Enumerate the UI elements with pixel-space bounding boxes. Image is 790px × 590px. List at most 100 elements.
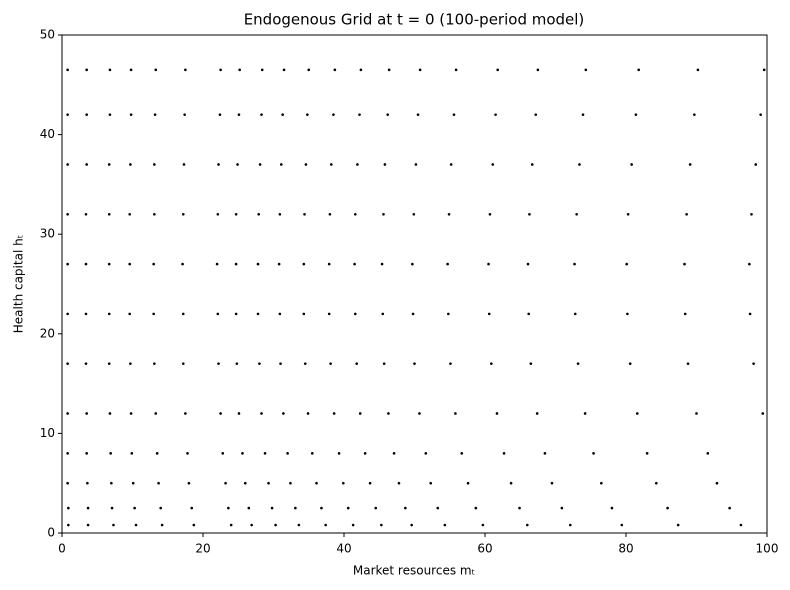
point	[270, 506, 274, 510]
point	[410, 523, 413, 527]
point	[509, 481, 513, 485]
point	[529, 362, 533, 365]
point	[530, 163, 534, 166]
point	[411, 262, 414, 266]
point	[131, 481, 135, 485]
point	[382, 362, 386, 365]
point	[66, 312, 69, 316]
point	[374, 506, 378, 510]
point	[216, 212, 220, 216]
point	[414, 163, 418, 166]
point	[460, 452, 464, 455]
point	[274, 523, 277, 527]
point	[85, 412, 88, 415]
point	[153, 163, 156, 166]
point	[306, 113, 309, 116]
point	[337, 452, 341, 455]
point	[380, 523, 383, 527]
point	[454, 68, 458, 72]
point	[152, 312, 155, 316]
point	[728, 506, 731, 510]
point	[666, 506, 669, 510]
point	[282, 68, 286, 72]
point	[286, 452, 289, 455]
point	[446, 262, 449, 266]
point	[217, 362, 220, 365]
point	[184, 412, 187, 415]
point	[263, 452, 267, 455]
point	[108, 113, 112, 116]
point	[260, 412, 263, 415]
point	[359, 68, 363, 72]
point	[227, 506, 230, 510]
point	[487, 312, 491, 316]
point	[536, 68, 540, 72]
point	[449, 362, 452, 365]
point	[215, 262, 219, 266]
point	[282, 412, 285, 415]
point	[234, 312, 238, 316]
point	[328, 212, 332, 216]
point	[543, 452, 547, 455]
point	[85, 163, 88, 166]
point	[686, 362, 690, 365]
point	[418, 68, 422, 72]
point	[238, 68, 241, 72]
point	[281, 113, 284, 116]
x-axis-label: Market resources mₜ	[353, 564, 475, 578]
point	[411, 312, 415, 316]
y-tick-label: 0	[47, 526, 55, 540]
point	[256, 262, 260, 266]
point	[85, 452, 88, 455]
point	[260, 113, 263, 116]
point	[706, 452, 710, 455]
point	[66, 68, 69, 72]
point	[353, 312, 357, 316]
point	[129, 163, 132, 166]
point	[154, 412, 158, 415]
point	[494, 113, 497, 116]
point	[241, 452, 244, 455]
point	[488, 212, 492, 216]
point	[155, 452, 159, 455]
point	[443, 523, 447, 527]
point	[258, 362, 261, 365]
point	[235, 362, 239, 365]
x-tick-label: 60	[477, 542, 492, 556]
point	[157, 481, 160, 485]
point	[715, 481, 719, 485]
point	[184, 68, 187, 72]
point	[518, 506, 521, 510]
point	[67, 523, 70, 527]
point	[302, 262, 306, 266]
point	[217, 163, 220, 166]
point	[424, 452, 428, 455]
x-tick-label: 40	[336, 542, 351, 556]
point	[219, 68, 222, 72]
point	[578, 163, 581, 166]
point	[109, 452, 112, 455]
point	[66, 412, 69, 415]
point	[481, 523, 485, 527]
point	[583, 412, 587, 415]
point	[303, 362, 307, 365]
point	[153, 212, 156, 216]
point	[237, 113, 241, 116]
point	[655, 481, 658, 485]
point	[289, 481, 292, 485]
point	[234, 212, 238, 216]
point	[355, 362, 358, 365]
point	[130, 452, 134, 455]
y-tick-label: 10	[40, 426, 55, 440]
point	[490, 362, 493, 365]
point	[387, 412, 390, 415]
point	[302, 312, 306, 316]
y-tick-label: 40	[40, 127, 55, 141]
point	[688, 163, 692, 166]
point	[190, 506, 194, 510]
point	[630, 163, 633, 166]
point	[221, 452, 225, 455]
point	[535, 412, 539, 415]
point	[449, 163, 453, 166]
point	[66, 212, 69, 216]
